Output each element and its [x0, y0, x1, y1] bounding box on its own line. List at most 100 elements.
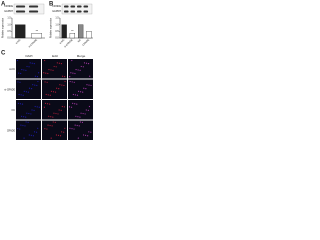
cell	[82, 66, 84, 68]
band	[64, 10, 69, 13]
cell	[58, 88, 60, 90]
cell	[31, 109, 33, 111]
cell	[32, 84, 34, 86]
cell	[27, 91, 29, 93]
cell	[34, 84, 36, 86]
cell	[19, 128, 21, 130]
cell	[52, 116, 54, 118]
cell	[77, 69, 79, 71]
micrograph	[68, 100, 93, 120]
cell	[87, 135, 89, 137]
cell	[72, 93, 74, 96]
panel-label: C	[1, 51, 6, 57]
cell	[88, 131, 90, 133]
cell	[52, 121, 54, 123]
cell	[23, 137, 25, 139]
cell	[44, 128, 46, 130]
cell	[43, 72, 45, 74]
cell	[73, 128, 75, 130]
cell	[82, 91, 84, 93]
cell	[71, 81, 73, 83]
row-label: si-CRNDE	[4, 89, 15, 91]
cell	[59, 135, 62, 137]
cell	[90, 131, 92, 133]
cell	[34, 75, 37, 77]
cell	[50, 90, 53, 92]
cell	[26, 65, 28, 68]
cell	[72, 102, 74, 104]
cell	[80, 112, 82, 114]
cell	[49, 103, 51, 105]
cell	[80, 91, 82, 93]
cell	[83, 87, 85, 89]
y-tick-label: 0.0	[55, 37, 59, 40]
cell	[23, 116, 25, 118]
cell	[54, 121, 56, 123]
cell	[20, 115, 23, 117]
cell	[28, 87, 31, 89]
cell	[44, 102, 47, 104]
blot	[61, 3, 93, 15]
blot-label: CRNDE	[4, 5, 13, 8]
bar	[78, 24, 84, 39]
cell	[21, 103, 24, 105]
cell	[44, 81, 46, 83]
cell	[50, 137, 52, 139]
cell	[69, 80, 71, 83]
annotation: **	[71, 29, 74, 33]
micrograph	[42, 120, 67, 140]
cell	[27, 121, 29, 123]
cell	[78, 125, 80, 127]
cell	[81, 121, 84, 123]
cell	[36, 84, 38, 87]
cell	[77, 90, 80, 92]
cell	[63, 76, 66, 78]
cell	[76, 124, 78, 127]
cell	[48, 68, 50, 71]
band	[70, 5, 76, 8]
cell	[63, 106, 65, 108]
band	[77, 5, 82, 8]
cell	[35, 131, 38, 133]
cell	[60, 109, 62, 111]
cell	[46, 81, 48, 83]
cell	[89, 75, 91, 77]
column-header: DAPI	[25, 54, 32, 58]
cell	[75, 68, 77, 71]
cell	[55, 134, 58, 136]
micrograph	[42, 79, 67, 99]
blot-label: CRNDE	[52, 5, 61, 8]
cell	[74, 72, 76, 75]
cell	[61, 131, 63, 133]
cell	[85, 62, 88, 64]
cell	[26, 112, 28, 114]
column-header: EdU	[52, 54, 58, 58]
cell	[16, 59, 19, 62]
cell	[74, 94, 76, 96]
cell	[37, 72, 40, 74]
cell	[43, 106, 46, 108]
cell	[55, 112, 57, 115]
cell	[47, 124, 49, 126]
bar	[61, 24, 67, 39]
cell	[53, 112, 55, 114]
micrograph	[16, 100, 41, 120]
band	[83, 10, 89, 13]
cell	[30, 134, 32, 136]
y-tick-label: 1.0	[55, 23, 59, 26]
blot-label: GAPDH	[4, 10, 13, 13]
cell	[75, 115, 77, 117]
micrograph	[16, 79, 41, 99]
cell	[73, 81, 75, 83]
cell	[34, 105, 36, 108]
cell	[31, 62, 33, 64]
micrograph	[16, 59, 41, 79]
cell	[33, 63, 35, 65]
cell	[25, 91, 27, 93]
blot	[13, 3, 45, 15]
bar	[86, 31, 92, 39]
cell	[17, 102, 20, 104]
x-tick-label: NC	[77, 38, 82, 43]
cell	[70, 72, 72, 74]
